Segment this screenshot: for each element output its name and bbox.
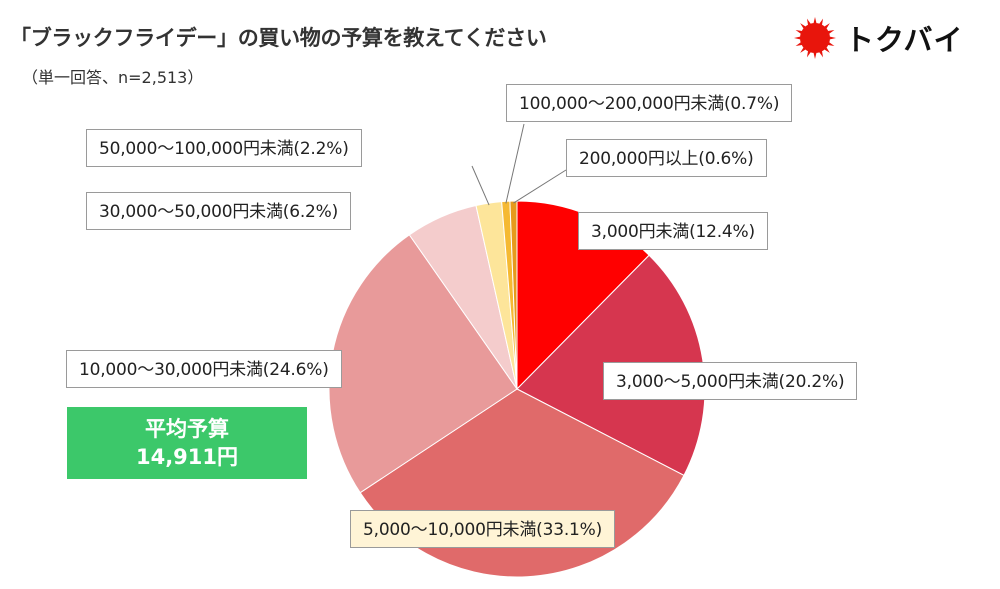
red-sun-icon (794, 17, 836, 59)
leader-line-200000-plus (513, 169, 567, 204)
page-title: 「ブラックフライデー」の買い物の予算を教えてください (10, 26, 547, 50)
average-budget-box: 平均予算 14,911円 (67, 407, 307, 479)
page-subtitle: （単一回答、n=2,513） (22, 68, 204, 87)
pie-label-100000-200000: 100,000〜200,000円未満(0.7%) (506, 84, 793, 122)
pie-label-200000-plus: 200,000円以上(0.6%) (566, 139, 767, 177)
pie-label-under-3000: 3,000円未満(12.4%) (578, 212, 768, 250)
logo-text: トクバイ (845, 23, 964, 57)
sun-ray (794, 36, 802, 40)
leader-line-50000-100000 (471, 165, 490, 206)
pie-label-30000-50000: 30,000〜50,000円未満(6.2%) (86, 192, 352, 230)
average-budget-label: 平均予算 (145, 417, 229, 441)
pie-label-3000-5000: 3,000〜5,000円未満(20.2%) (603, 362, 858, 400)
pie-label-50000-100000: 50,000〜100,000円未満(2.2%) (86, 129, 362, 167)
pie-label-5000-10000: 5,000〜10,000円未満(33.1%) (350, 510, 616, 548)
sun-ray (828, 36, 836, 40)
brand-logo: トクバイ (793, 16, 964, 60)
sun-ray (813, 17, 817, 25)
pie-label-10000-30000: 10,000〜30,000円未満(24.6%) (66, 350, 342, 388)
sun-ray (813, 51, 817, 59)
leader-line-100000-200000 (505, 123, 525, 204)
average-budget-value: 14,911円 (135, 445, 239, 469)
